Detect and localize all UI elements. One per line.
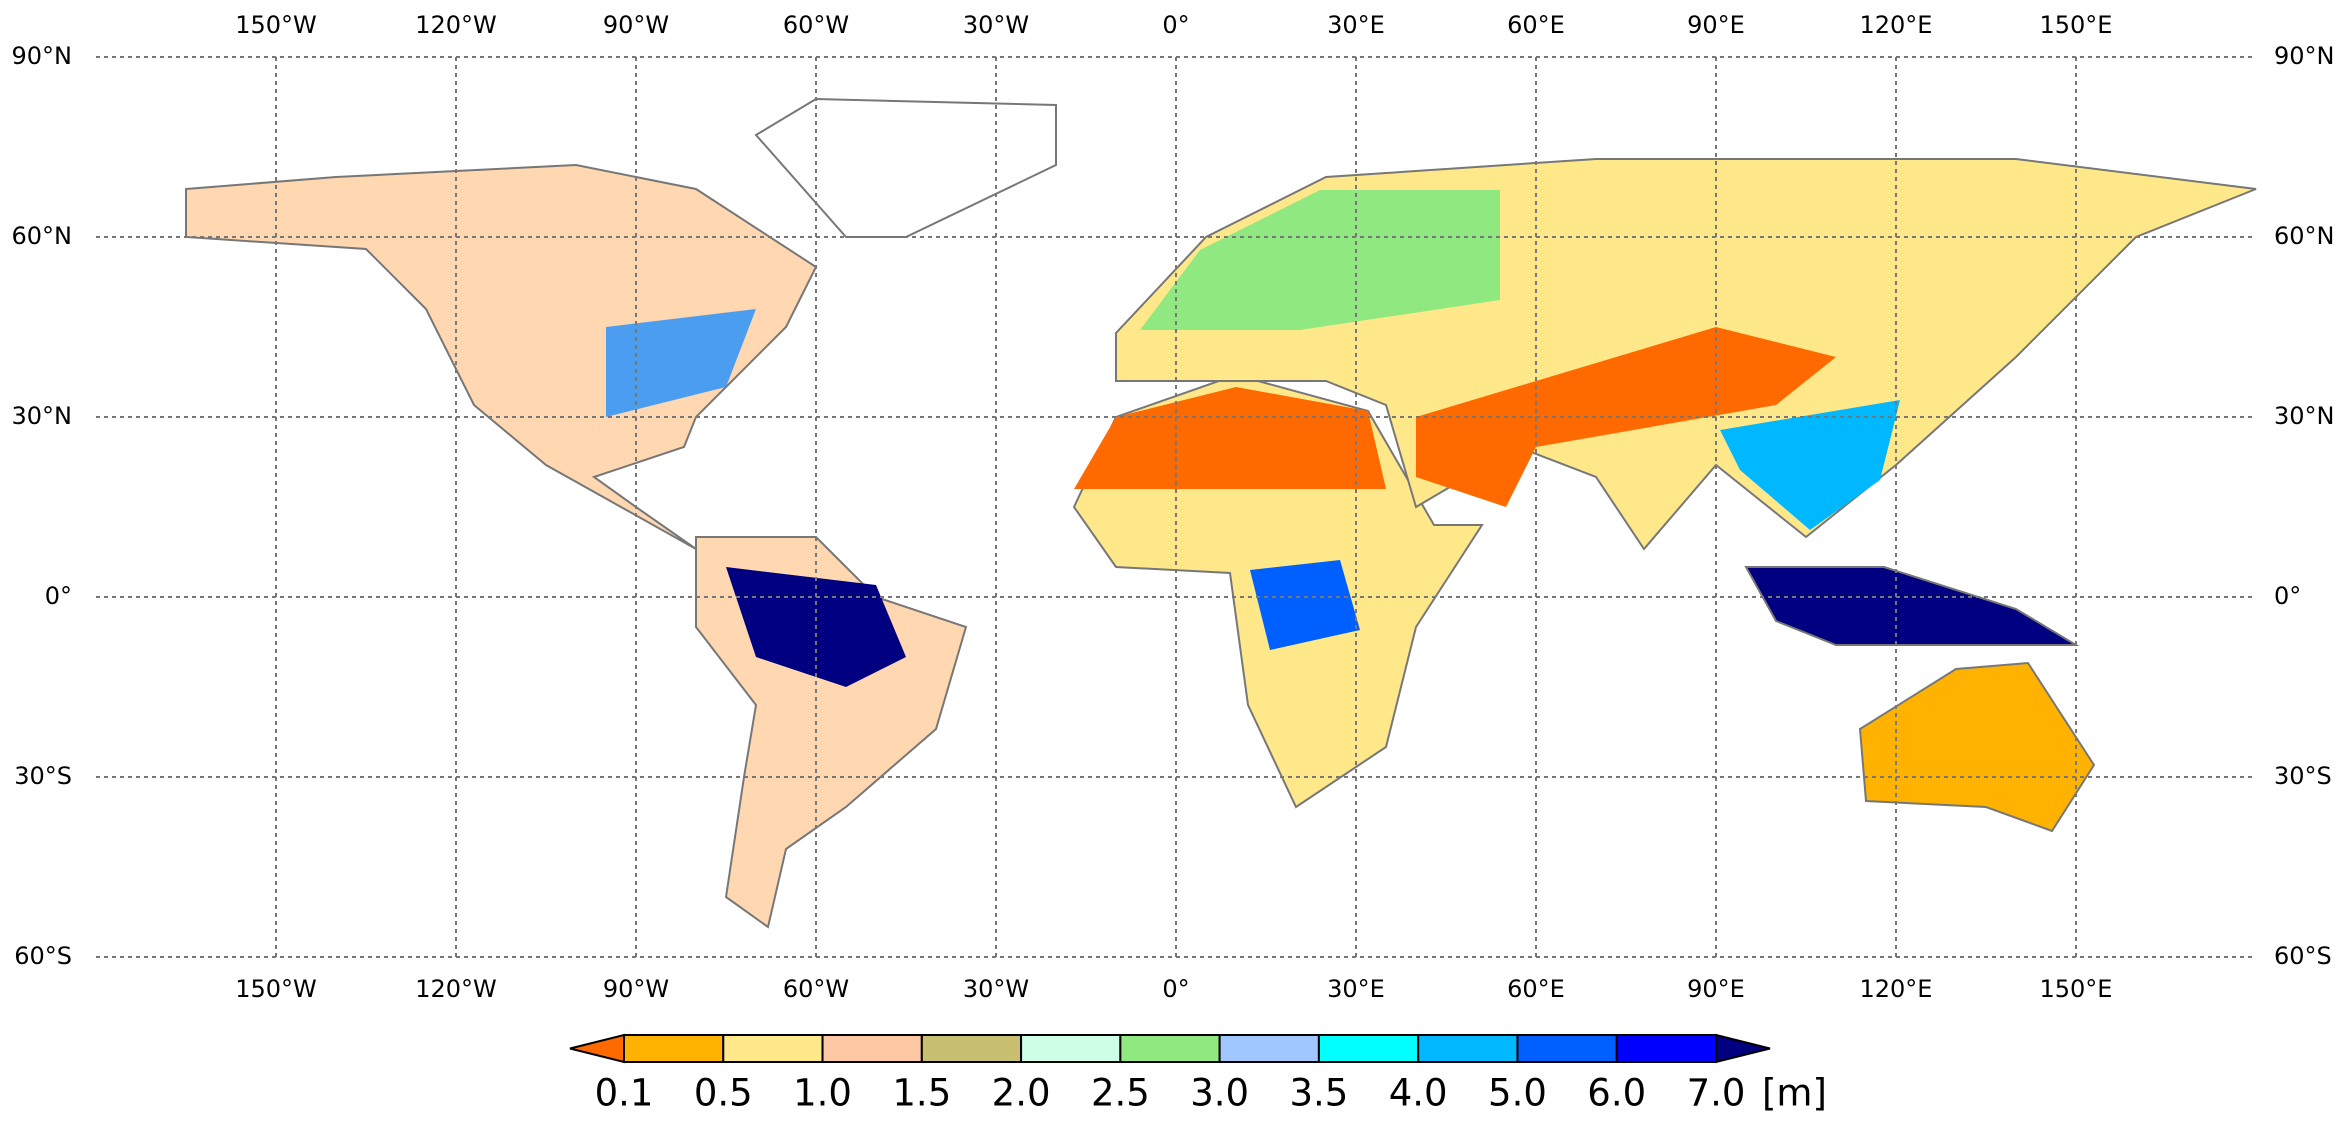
x-tick-label-bottom: 150°E — [2040, 975, 2113, 1003]
colorbar-box — [920, 1034, 1023, 1063]
x-tick-label-bottom: 0° — [1162, 975, 1189, 1003]
indonesia — [1744, 566, 2080, 646]
colorbar-tick-label: 3.5 — [1289, 1072, 1348, 1115]
sahara — [1074, 387, 1386, 489]
colorbar-box — [722, 1034, 824, 1063]
colorbar-under — [569, 1033, 625, 1064]
congo — [1250, 560, 1360, 650]
colorbar-tick-label: 4.0 — [1389, 1072, 1448, 1115]
colorbar-tick-label: 0.5 — [694, 1072, 753, 1115]
colorbar-tick-label: 0.1 — [595, 1072, 654, 1115]
x-tick-label-top: 0° — [1162, 11, 1189, 39]
x-tick-label-bottom: 30°E — [1327, 975, 1385, 1003]
y-tick-label-left: 30°S — [14, 762, 72, 790]
x-tick-label-top: 90°E — [1687, 11, 1745, 39]
x-tick-label-bottom: 120°E — [1860, 975, 1933, 1003]
x-tick-label-bottom: 60°W — [783, 975, 849, 1003]
y-tick-label-left: 0° — [45, 582, 72, 610]
y-tick-label-right: 30°N — [2274, 402, 2335, 430]
y-tick-label-right: 30°S — [2274, 762, 2332, 790]
x-tick-label-bottom: 30°W — [963, 975, 1029, 1003]
x-tick-label-top: 60°E — [1507, 11, 1565, 39]
colorbar-box — [623, 1034, 725, 1063]
colorbar-tick-label: 3.0 — [1190, 1072, 1249, 1115]
colorbar-tick-label: 6.0 — [1587, 1072, 1646, 1115]
greenland — [754, 97, 1057, 238]
x-tick-label-top: 120°W — [415, 11, 497, 39]
colorbar-box — [1020, 1034, 1122, 1063]
colorbar-box — [821, 1034, 923, 1063]
y-tick-label-left: 60°N — [12, 222, 73, 250]
x-tick-label-bottom: 150°W — [235, 975, 317, 1003]
y-tick-label-left: 30°N — [12, 402, 73, 430]
colorbar-box — [1615, 1034, 1718, 1063]
colorbar-box — [1317, 1034, 1420, 1063]
colorbar: 0.1 0.5 1.0 1.5 2.0 2.5 3.0 3.5 4.0 5.0 6.0 7.0 — [569, 1033, 1771, 1115]
x-tick-label-bottom: 90°W — [603, 975, 669, 1003]
y-tick-label-right: 0° — [2274, 582, 2301, 610]
north-america-wet — [606, 309, 756, 417]
north-america — [185, 163, 818, 550]
colorbar-box — [1417, 1034, 1519, 1063]
x-tick-label-top: 30°E — [1327, 11, 1385, 39]
colorbar-tick-label: 2.5 — [1091, 1072, 1150, 1115]
x-tick-label-top: 60°W — [783, 11, 849, 39]
europe-wet — [1140, 190, 1500, 330]
y-tick-label-right: 90°N — [2274, 42, 2335, 70]
x-tick-label-bottom: 60°E — [1507, 975, 1565, 1003]
land-layer — [185, 97, 2257, 929]
y-tick-label-right: 60°N — [2274, 222, 2335, 250]
grid-layer: 150°W 150°W 120°W 120°W 90°W 90°W 60°W 60°W 30°W… — [12, 11, 2335, 1003]
colorbar-tick-label: 7.0 — [1687, 1072, 1746, 1115]
colorbar-tick-label: 2.0 — [992, 1072, 1051, 1115]
y-tick-label-right: 60°S — [2274, 942, 2332, 970]
x-tick-label-top: 120°E — [1860, 11, 1933, 39]
y-tick-label-left: 60°S — [14, 942, 72, 970]
x-tick-label-top: 150°E — [2040, 11, 2113, 39]
colorbar-box — [1218, 1034, 1320, 1063]
australia — [1858, 661, 2096, 833]
x-tick-label-top: 150°W — [235, 11, 317, 39]
x-tick-label-top: 30°W — [963, 11, 1029, 39]
colorbar-unit: [m] — [1762, 1072, 1827, 1115]
x-tick-label-bottom: 90°E — [1687, 975, 1745, 1003]
colorbar-box — [1516, 1034, 1618, 1063]
y-tick-label-left: 90°N — [12, 42, 73, 70]
x-tick-label-bottom: 120°W — [415, 975, 497, 1003]
colorbar-over — [1715, 1033, 1771, 1064]
colorbar-tick-label: 1.0 — [793, 1072, 852, 1115]
colorbar-box — [1119, 1034, 1221, 1063]
colorbar-tick-label: 5.0 — [1488, 1072, 1547, 1115]
southeast-asia-wet — [1720, 400, 1900, 530]
colorbar-tick-label: 1.5 — [892, 1072, 951, 1115]
x-tick-label-top: 90°W — [603, 11, 669, 39]
